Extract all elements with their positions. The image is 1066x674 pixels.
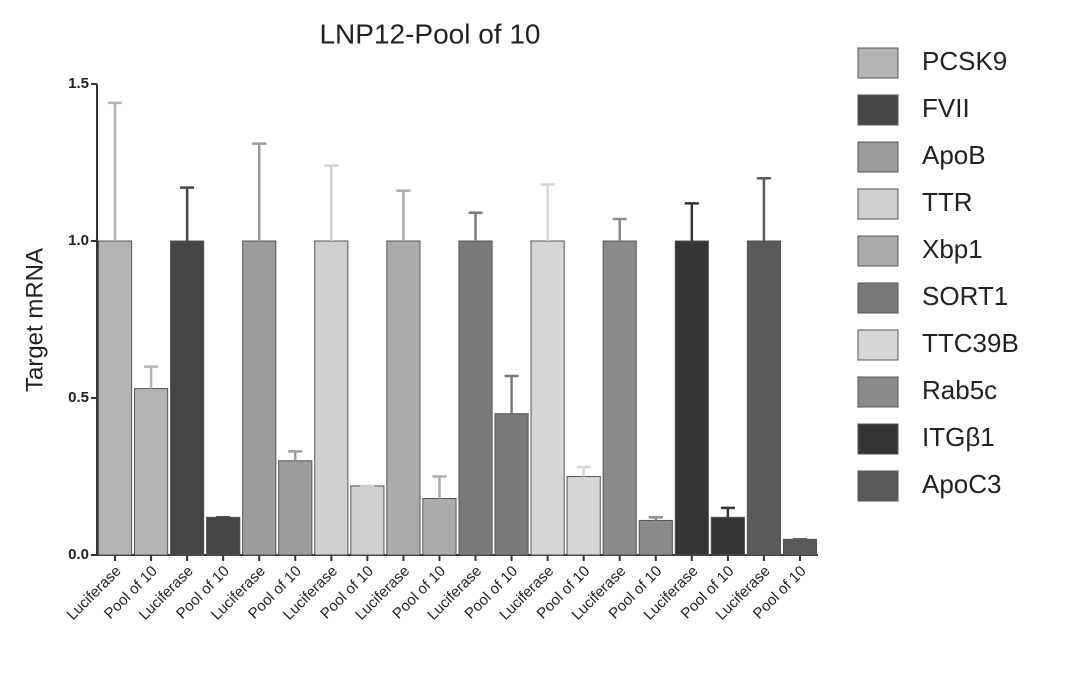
bar: [314, 240, 349, 556]
legend-label: ITGβ1: [922, 422, 995, 452]
error-bar: [720, 506, 735, 518]
legend-label: ApoC3: [922, 469, 1002, 499]
legend-swatch: [857, 47, 899, 79]
error-bar: [468, 211, 483, 241]
y-tick-label: 1.5: [68, 75, 89, 92]
legend-label: Rab5c: [922, 375, 997, 405]
legend-swatch: [857, 470, 899, 502]
error-bar: [252, 142, 267, 241]
bar: [206, 516, 241, 556]
bar: [710, 516, 745, 556]
y-axis-label: Target mRNA: [21, 248, 48, 392]
legend-swatch: [857, 329, 899, 361]
error-bar: [612, 217, 627, 241]
legend-swatch: [857, 141, 899, 173]
error-bar: [396, 189, 411, 241]
bar: [278, 460, 313, 556]
error-bar: [324, 164, 339, 241]
error-bar: [540, 183, 555, 241]
bar: [458, 240, 493, 556]
bar: [494, 413, 529, 556]
legend-label: ApoB: [922, 140, 986, 170]
legend-swatch: [857, 94, 899, 126]
y-tick-label: 1.0: [68, 232, 89, 249]
legend-label: Xbp1: [922, 234, 983, 264]
bar: [638, 519, 673, 556]
bar: [350, 485, 385, 556]
legend-label: TTC39B: [922, 328, 1019, 358]
legend-swatch: [857, 188, 899, 220]
y-tick-label: 0.5: [68, 389, 89, 406]
bar: [746, 240, 782, 556]
bar: [386, 240, 421, 556]
error-bar: [504, 374, 519, 414]
error-bar: [180, 186, 195, 241]
error-bar: [756, 176, 771, 241]
error-bar: [288, 450, 303, 461]
bar: [782, 538, 818, 556]
bar: [566, 476, 601, 556]
bar: [602, 240, 637, 556]
legend-label: FVII: [922, 93, 970, 123]
bar: [422, 497, 457, 556]
error-bar: [432, 475, 447, 499]
bar: [170, 240, 205, 556]
error-bar: [144, 365, 159, 389]
legend-swatch: [857, 282, 899, 314]
legend-label: PCSK9: [922, 46, 1007, 76]
error-bar: [648, 516, 663, 521]
legend-label: TTR: [922, 187, 973, 217]
legend-swatch: [857, 376, 899, 408]
error-bar: [108, 101, 123, 241]
bar: [133, 388, 169, 556]
bar: [97, 240, 133, 556]
error-bar: [684, 202, 699, 241]
legend-label: SORT1: [922, 281, 1008, 311]
legend-swatch: [857, 423, 899, 455]
bar: [530, 240, 565, 556]
y-tick-label: 0.0: [68, 546, 89, 563]
chart-title: LNP12-Pool of 10: [319, 18, 540, 49]
bar: [242, 240, 277, 556]
bar: [674, 240, 709, 556]
error-bar: [576, 465, 591, 477]
legend-swatch: [857, 235, 899, 267]
